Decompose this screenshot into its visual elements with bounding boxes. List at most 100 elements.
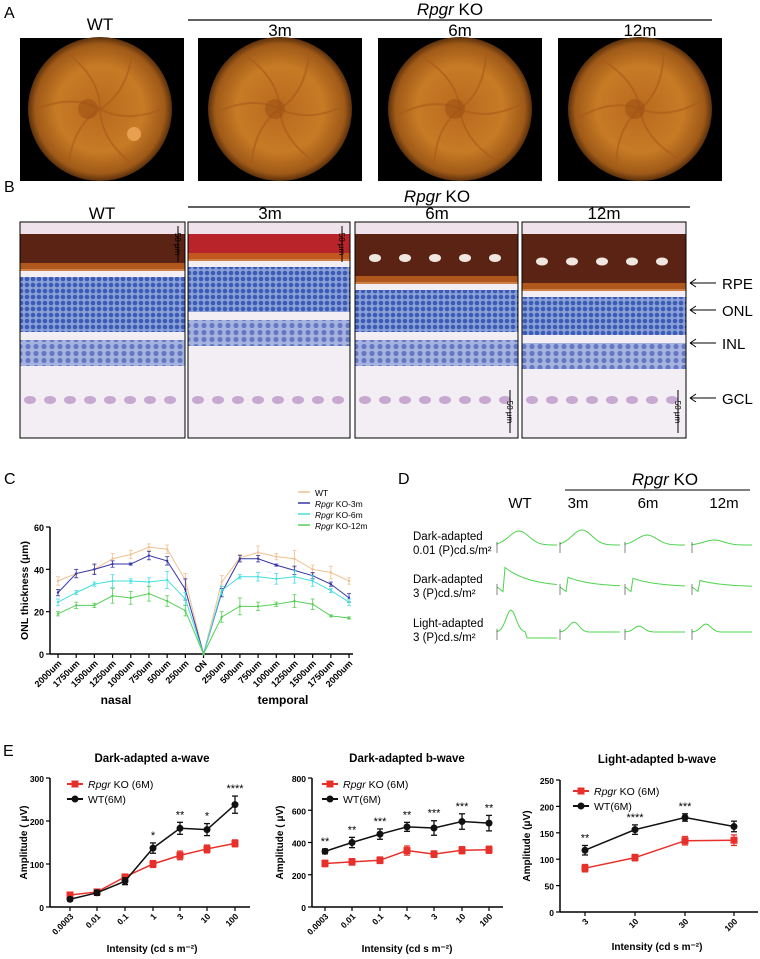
column-header-age: 3m — [258, 204, 282, 223]
histology-image: 50 μm — [187, 221, 351, 439]
x-tick-label: 10 — [454, 911, 468, 925]
data-point — [293, 575, 296, 578]
series-wt — [56, 543, 352, 656]
data-point — [111, 594, 114, 597]
series-line — [57, 555, 350, 656]
data-point — [238, 557, 242, 560]
data-point — [93, 889, 101, 897]
erg-trace — [691, 623, 752, 640]
condition-label: Dark-adapted — [413, 531, 483, 543]
panel-d: D Rpgr KO WT 3m 6m 12m Dark-adapted 0.01… — [398, 470, 753, 644]
data-point — [74, 572, 78, 575]
data-point — [430, 850, 438, 858]
column-header-age: 3m — [568, 495, 589, 512]
x-tick-label: 10 — [627, 916, 641, 930]
data-point — [165, 578, 169, 582]
data-point — [147, 554, 151, 557]
data-point — [184, 597, 187, 601]
svg-text:GCL: GCL — [722, 391, 753, 408]
scale-bar: 50 μm — [673, 390, 682, 433]
y-tick-label: 0 — [39, 903, 44, 913]
data-point — [348, 839, 356, 846]
data-point — [293, 599, 296, 603]
data-point — [376, 856, 384, 864]
x-tick-label: 100 — [223, 911, 240, 928]
fundus-image — [20, 37, 184, 181]
data-point — [311, 579, 314, 583]
significance-marker: ** — [176, 809, 185, 821]
erg-trace — [559, 576, 621, 595]
data-point — [93, 582, 96, 586]
significance-marker: *** — [374, 816, 388, 828]
data-point — [256, 605, 260, 608]
data-point — [231, 801, 239, 809]
data-point — [329, 614, 333, 618]
y-tick-label: 300 — [30, 774, 44, 784]
data-point — [121, 873, 129, 881]
data-point — [581, 864, 589, 872]
data-point — [256, 551, 260, 554]
series-rpgr-ko-6m- — [581, 834, 738, 873]
panel-label: A — [4, 5, 15, 22]
data-point — [165, 548, 169, 551]
data-point — [329, 582, 333, 586]
legend-item: Rpgr KO (6M) — [573, 786, 659, 798]
data-point — [184, 609, 187, 612]
layer-label-inl: INL — [689, 336, 745, 353]
svg-text:50 μm: 50 μm — [337, 233, 346, 256]
data-point — [403, 847, 411, 855]
data-point — [111, 557, 114, 560]
condition-label: Light-adapted — [413, 618, 483, 630]
x-tick-label: 0.1 — [115, 911, 131, 927]
legend-label: Rpgr KO (6M) — [343, 779, 408, 791]
scale-bar: 50 μm — [173, 226, 182, 262]
legend-item: WT(6M) — [322, 794, 381, 806]
column-header-wt: WT — [89, 204, 115, 223]
y-tick-label: 0 — [39, 650, 44, 660]
legend-label: WT(6M) — [594, 801, 632, 813]
data-point — [311, 603, 314, 606]
panel-label: B — [4, 179, 15, 196]
series-line — [57, 576, 350, 656]
column-header-age: 12m — [587, 204, 620, 223]
legend-label: Rpgr KO-6m — [315, 510, 363, 520]
y-tick-label: 600 — [292, 806, 306, 816]
x-tick-label: 3 — [175, 911, 186, 922]
data-point — [458, 818, 466, 826]
data-point — [485, 819, 493, 827]
erg-trace — [559, 529, 621, 553]
x-tick-label: 0.0003 — [50, 911, 76, 937]
erg-trace — [496, 566, 558, 595]
significance-marker: ** — [348, 824, 357, 836]
scale-bar: 50 μm — [337, 226, 346, 262]
erg-trace — [496, 530, 558, 553]
significance-marker: *** — [679, 801, 693, 813]
data-point — [147, 545, 151, 549]
legend-label: WT(6M) — [88, 794, 126, 806]
svg-text:ONL: ONL — [722, 303, 753, 320]
onl-thickness-chart: 02040602000um1750um1500um1250um1000um750… — [19, 488, 367, 707]
data-point — [149, 844, 157, 852]
data-point — [184, 588, 187, 591]
data-point — [129, 596, 132, 600]
x-tick-label: 1 — [402, 911, 413, 922]
significance-marker: *** — [456, 801, 470, 813]
column-header-wt: WT — [508, 495, 531, 512]
series-line — [57, 546, 350, 655]
fundus-image — [558, 37, 722, 181]
x-tick-label: 30 — [677, 916, 691, 930]
x-tick-label: 0.1 — [370, 911, 386, 927]
histology-image: 50 μm — [354, 221, 519, 439]
data-point — [347, 579, 351, 583]
fundus-image — [378, 37, 542, 181]
column-header-age: 6m — [638, 495, 659, 512]
data-point — [730, 822, 738, 830]
data-point — [485, 846, 493, 854]
chart-title: Dark-adapted a-wave — [94, 753, 209, 765]
erg-trace — [624, 625, 685, 640]
y-tick-label: 200 — [292, 871, 306, 881]
panel-c: C 02040602000um1750um1500um1250um1000um7… — [4, 471, 367, 707]
legend-item: WT(6M) — [67, 794, 126, 806]
